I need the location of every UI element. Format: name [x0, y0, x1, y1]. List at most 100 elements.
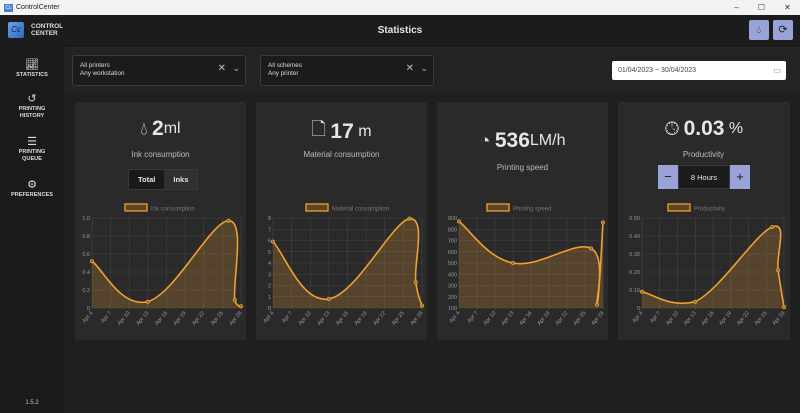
sidebar: 📈︎ STATISTICS ↺ PRINTING HISTORY ☰ PRINTING…: [0, 47, 64, 413]
x-tick-label: Apr 22: [191, 310, 206, 326]
y-tick-label: 2: [268, 284, 271, 290]
x-tick-label: Apr 13: [316, 310, 331, 326]
data-point: [413, 280, 418, 285]
kpi-unit: ml: [163, 120, 181, 137]
printing-speed-chart: Printing speed 100 200 300 400 500 600 700 800 90…: [448, 203, 606, 327]
kpi-label: Printing speed: [496, 163, 549, 172]
legend-label: Printing speed: [513, 207, 551, 213]
kpi-label: Productivity: [682, 150, 725, 159]
printer-select[interactable]: All printers Any workstation ✕ ⌄: [72, 55, 246, 86]
ink-button[interactable]: 💧︎: [749, 20, 769, 40]
material-consumption-chart: Material consumption 0 1 2 3 4 5 6 7 8 Apr 4 Apr 7 A…: [262, 203, 425, 327]
total-inks-toggle: Total Inks: [128, 169, 199, 190]
y-tick-label: 7: [268, 227, 271, 233]
sidebar-item-printing-queue[interactable]: ☰ PRINTING QUEUE: [0, 135, 64, 162]
hours-value[interactable]: 8 Hours: [678, 165, 730, 189]
card-printing-speed: ◔ 536LM/h Printing speed Printing speed 1…: [437, 102, 608, 340]
droplet-icon: 💧︎: [140, 118, 148, 139]
scheme-select[interactable]: All schemes Any printer ✕ ⌄: [260, 55, 434, 86]
x-tick-label: Apr 28: [772, 310, 787, 326]
x-tick-label: Apr 7: [281, 310, 294, 324]
sidebar-item-preferences[interactable]: ⚙ PREFERENCES: [0, 178, 64, 199]
y-tick-label: 800: [448, 227, 457, 233]
kpi: 🗋 17 m: [256, 117, 427, 147]
y-tick-label: 0.40: [629, 234, 640, 240]
chevron-down-icon[interactable]: ⌄: [420, 63, 428, 73]
y-tick-label: 0.2: [82, 288, 90, 294]
y-tick-label: 500: [448, 261, 457, 267]
y-tick-label: 6: [268, 239, 271, 245]
y-tick-label: 0.6: [82, 252, 90, 258]
data-point: [232, 297, 237, 302]
printer-select-line1: All printers: [80, 62, 110, 69]
toggle-inks[interactable]: Inks: [164, 170, 198, 189]
series-area: [642, 226, 784, 308]
x-tick-label: Apr 22: [555, 310, 570, 326]
data-point: [693, 299, 698, 304]
kpi-label: Material consumption: [303, 150, 380, 159]
data-point: [145, 299, 150, 304]
kpi-unit: %: [728, 120, 744, 137]
y-tick-label: 3: [268, 272, 271, 278]
x-tick-label: Apr 13: [683, 310, 698, 326]
kpi-value: 2: [152, 117, 164, 140]
y-tick-label: 900: [448, 216, 457, 222]
hours-stepper: − 8 Hours +: [658, 165, 750, 189]
minimize-button[interactable]: –: [734, 3, 739, 12]
y-tick-label: 0.50: [629, 216, 640, 222]
window-title: ControlCenter: [16, 4, 60, 11]
x-tick-label: Apr 13: [135, 310, 150, 326]
toggle-total[interactable]: Total: [129, 170, 165, 189]
x-tick-label: Apr 4: [448, 310, 461, 324]
clear-icon[interactable]: ✕: [217, 63, 226, 74]
maximize-button[interactable]: ☐: [757, 3, 766, 12]
page-title: Statistics: [377, 25, 423, 36]
brand-line-1: CONTROL: [31, 23, 64, 30]
x-tick-label: Apr 13: [501, 310, 516, 326]
x-tick-label: Apr 28: [410, 310, 425, 326]
sidebar-item-printing-history[interactable]: ↺ PRINTING HISTORY: [0, 92, 64, 119]
droplet-icon: 💧︎: [756, 24, 762, 36]
x-tick-label: Apr 28: [229, 310, 244, 326]
clear-icon[interactable]: ✕: [405, 63, 414, 74]
decrement-button[interactable]: −: [658, 165, 678, 189]
sidebar-item-label: PRINTING QUEUE: [18, 149, 46, 162]
data-point: [419, 303, 424, 308]
kpi-label: Ink consumption: [131, 150, 190, 159]
scheme-select-line2: Any printer: [268, 70, 299, 77]
brand-name: CONTROL CENTER: [31, 23, 63, 37]
list-icon: ☰: [27, 136, 37, 148]
app-icon: Cc: [4, 3, 13, 12]
calendar-icon[interactable]: ▭: [773, 66, 781, 75]
legend-swatch: [124, 203, 148, 212]
y-tick-label: 5: [268, 250, 271, 256]
data-point: [600, 220, 605, 225]
productivity-chart: Productivity 0 0.10 0.20 0.30 0.40 0.50 Apr 4 Ap…: [629, 203, 787, 327]
card-material-consumption: 🗋 17 m Material consumption Material con…: [256, 102, 427, 340]
sidebar-item-statistics[interactable]: 📈︎ STATISTICS: [0, 58, 64, 79]
file-icon: 🗋: [311, 119, 326, 139]
legend-label: Material consumption: [332, 207, 389, 213]
y-tick-label: 300: [448, 284, 457, 290]
x-tick-label: Apr 19: [537, 310, 552, 326]
sidebar-item-label: STATISTICS: [16, 72, 48, 78]
x-tick-label: Apr 25: [391, 310, 406, 326]
close-button[interactable]: ✕: [784, 3, 791, 12]
ink-consumption-chart: Ink consumption 0 0.2 0.4 0.6 0.8 1.0 Apr 4 Apr …: [81, 203, 244, 327]
sidebar-item-label: PREFERENCES: [11, 192, 53, 198]
date-range-input[interactable]: 01/04/2023 ~ 30/04/2023 ▭: [612, 61, 786, 80]
speedometer-icon: ◔: [479, 130, 491, 151]
y-tick-label: 4: [268, 261, 271, 267]
x-tick-label: Apr 16: [701, 310, 716, 326]
data-point: [776, 268, 781, 273]
legend-label: Ink consumption: [151, 207, 195, 213]
kpi: 🕓︎ 0.03 %: [618, 117, 790, 141]
refresh-button[interactable]: ⟳: [773, 20, 793, 40]
increment-button[interactable]: +: [730, 165, 750, 189]
printer-select-line2: Any workstation: [80, 70, 125, 77]
window-titlebar: Cc ControlCenter – ☐ ✕: [0, 0, 800, 15]
y-tick-label: 0.10: [629, 288, 640, 294]
data-point: [226, 218, 231, 223]
x-tick-label: Apr 10: [117, 310, 132, 326]
chevron-down-icon[interactable]: ⌄: [232, 63, 240, 73]
